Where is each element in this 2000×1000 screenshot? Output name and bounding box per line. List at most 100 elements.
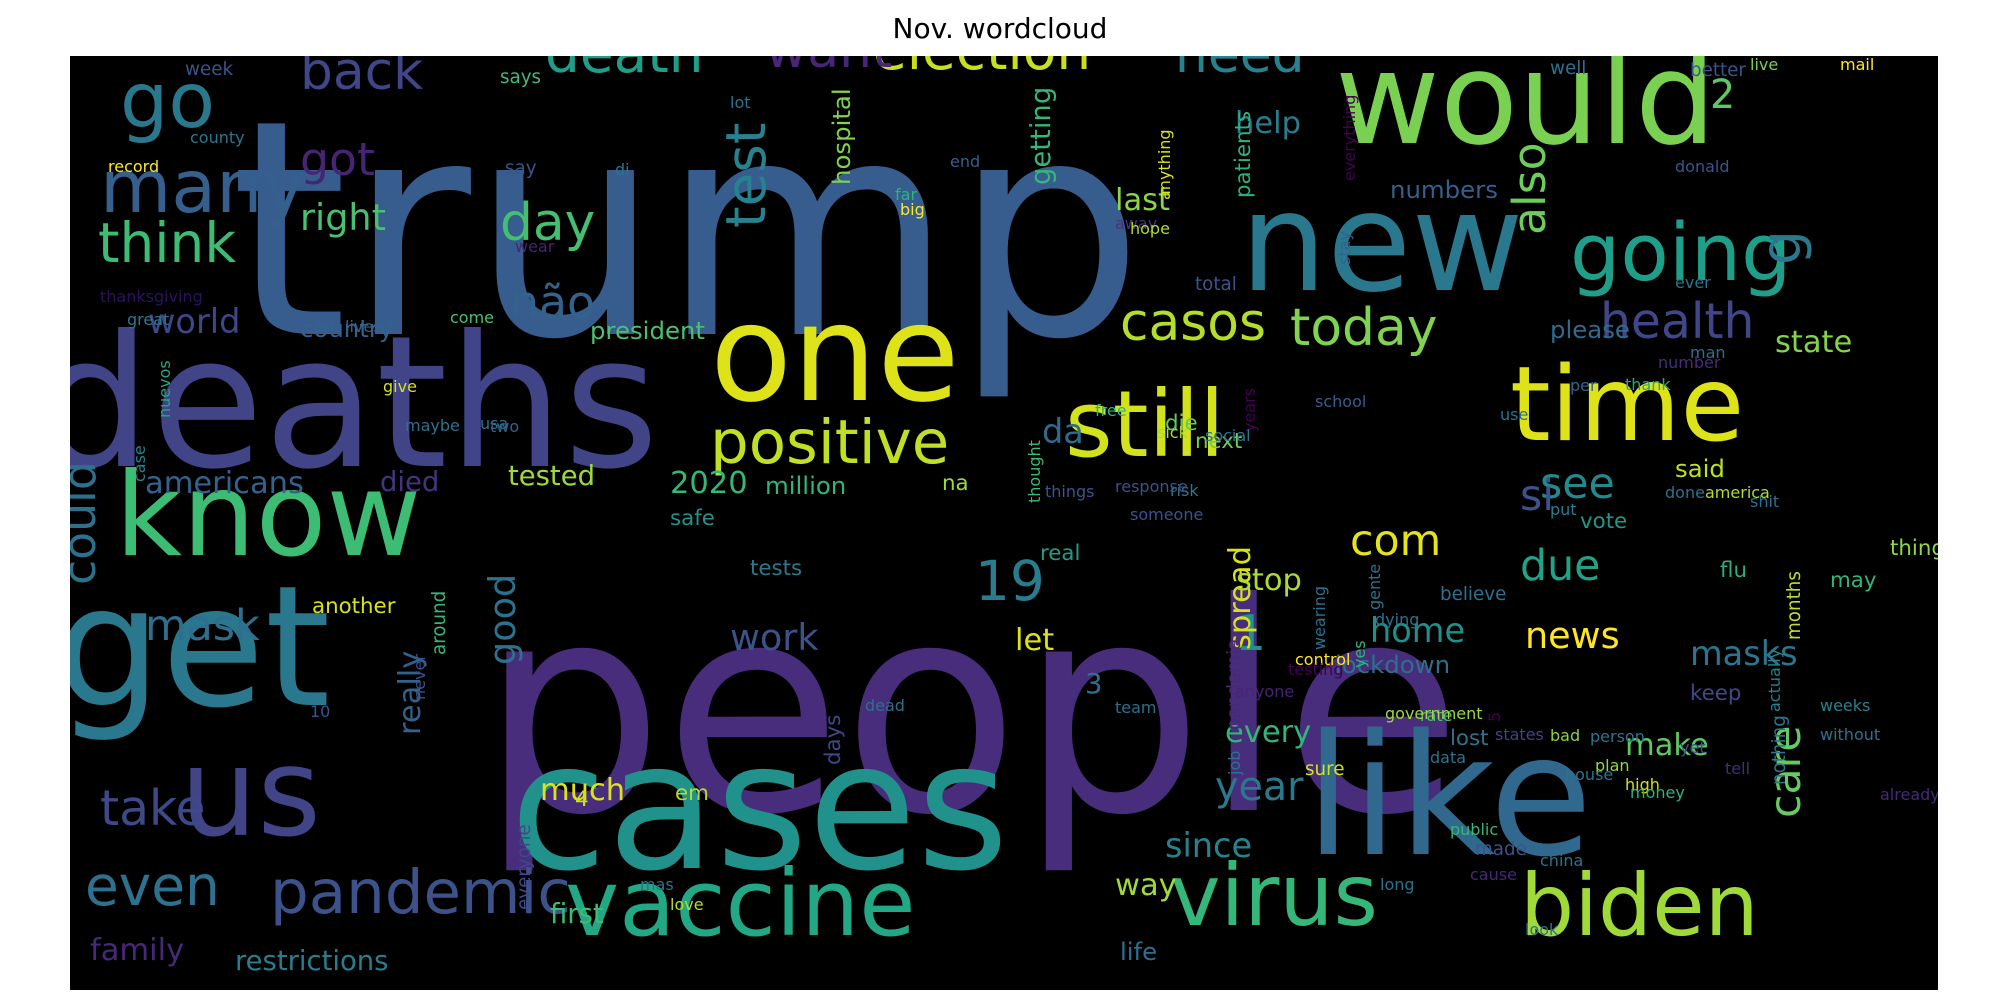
word-please: please [1550,315,1630,344]
word-last: last [1115,183,1170,218]
word-nuevos: nuevos [155,360,174,418]
word-com: com [1350,516,1441,566]
word-person: person [1590,727,1645,746]
word-man: man [1690,343,1726,362]
word-1: 1 [1235,605,1266,662]
word-school: school [1315,392,1366,411]
word-vaccine: vaccine [565,850,916,957]
word-numbers: numbers [1390,175,1498,204]
word-5: 5 [1485,712,1504,722]
word-stay: stay [1335,231,1354,265]
word-president: president [590,316,705,345]
word-anyone: anyone [1235,682,1294,701]
word-end: end [950,152,980,171]
word-mas: mas [640,875,674,894]
word-says: says [500,67,541,88]
word-home: home [1370,611,1465,650]
word-election: election [873,56,1091,82]
wordcloud-canvas: trump people deaths cases get like new one would… [70,56,1938,990]
word-use: use [1500,405,1528,424]
word-country: country [300,314,393,343]
word-need: need [1175,56,1305,85]
word-spread: spread [1223,546,1258,650]
word-health: health [1600,293,1754,350]
word-10: 10 [310,702,330,721]
word-good: good [481,574,524,665]
word-plan: plan [1595,756,1630,775]
word-year: year [1215,764,1304,810]
word-away: away [1115,214,1157,233]
word-tested: tested [508,461,595,492]
word-lives: lives [345,317,382,336]
word-live: live [1750,56,1778,74]
word-really: really [393,651,428,735]
word-number: number [1658,353,1721,372]
word-think: think [98,211,236,275]
word-social: social [1205,426,1251,445]
word-testing: testing [1288,660,1343,679]
word-everyone: everyone [514,824,535,910]
word-people: people [480,542,1462,879]
word-maybe: maybe [405,416,460,435]
word-4: 4 [575,787,589,812]
word-week: week [185,59,233,80]
word-go: go [120,56,215,145]
word-bad: bad [1550,726,1580,745]
word-usa: usa [480,414,508,433]
word-world: world [148,302,240,341]
word-get: get [70,549,330,745]
word-may: may [1830,568,1877,593]
word-weeks: weeks [1820,696,1870,715]
word-first: first [550,899,604,930]
word-help: help [1235,106,1301,141]
word-care: care [1761,725,1811,818]
word-shit: shit [1750,492,1779,511]
word-real: real [1040,541,1080,566]
word-lot: lot [730,93,751,112]
word-us: us [180,722,321,864]
word-since: since [1165,826,1252,865]
word-one: one [710,275,960,432]
word-let: let [1015,623,1054,658]
word-mask: mask [145,601,260,651]
word-look: look [1525,920,1559,939]
word-without: without [1820,725,1880,744]
word-yes: yes [1350,640,1369,668]
word-even: even [85,854,220,918]
word-pandemia: pandemia [1224,639,1245,730]
word-family: family [90,933,184,968]
word-record: record [108,157,159,176]
word-way: way [1115,868,1177,903]
word-house: house [1565,765,1613,784]
word-na: na [942,471,969,496]
word-work: work [730,616,819,659]
word-hospital: hospital [827,88,856,185]
word-free: free [1095,401,1127,420]
word-months: months [1784,571,1805,640]
word-due: due [1520,541,1600,591]
word-around: around [429,591,450,655]
word-americans: americans [145,466,304,501]
word-rate: rate [1420,706,1453,725]
word-casos: casos [1120,293,1266,353]
word-response: response [1115,477,1188,496]
word-cause: cause [1470,865,1517,884]
word-data: data [1430,748,1466,767]
word-wearing: wearing [1310,586,1329,650]
word-big: big [900,200,925,219]
word-million: million [765,471,846,500]
word-mail: mail [1840,56,1874,74]
word-also: also [1503,142,1556,235]
word-positive: positive [710,407,949,478]
word-believe: believe [1440,584,1506,605]
word-19: 19 [975,549,1045,613]
word-county: county [190,128,245,147]
wordcloud-svg: trump people deaths cases get like new one would… [70,56,1938,977]
word-per: per [1570,376,1597,395]
word-hope: hope [1130,219,1170,238]
word-sure: sure [1305,759,1344,780]
word-money: money [1630,783,1685,802]
word-virus: virus [1170,847,1378,946]
word-lost: lost [1450,726,1488,751]
word-keep: keep [1690,681,1741,706]
